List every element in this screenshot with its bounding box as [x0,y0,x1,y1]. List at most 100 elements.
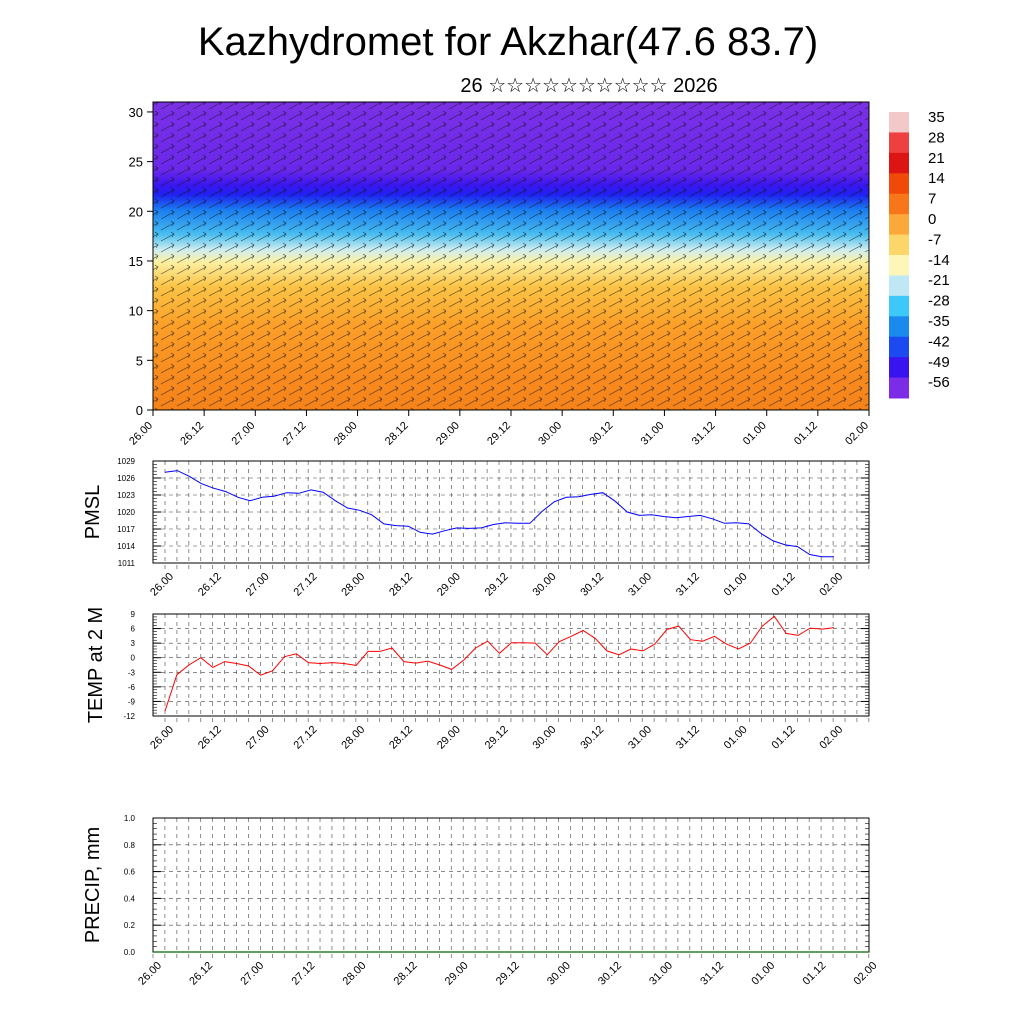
x-tick-label: 30.12 [596,960,624,988]
x-tick-label: 26.12 [196,724,224,752]
x-tick-label: 26.12 [187,960,215,988]
x-tick-label: 27.12 [292,571,320,599]
colorbar-label: -21 [928,272,950,289]
x-tick-label: 27.12 [289,960,317,988]
x-tick-label: 28.12 [387,724,415,752]
x-tick-label: 01.12 [800,960,828,988]
colorbar-swatch [889,336,909,358]
colorbar-swatch [889,316,909,338]
x-tick-label: 28.00 [339,571,367,599]
x-tick-label: 26.00 [136,960,164,988]
pmsl-panel: 1011 1014 1017 1020 1023 1026 1029 26.00 26.12 2… [82,457,870,599]
colorbar-label: -49 [928,354,950,371]
page-title: Kazhydromet for Akzhar(47.6 83.7) [198,20,818,64]
x-tick-label: 28.12 [383,420,411,448]
y-tick-label: 1017 [117,525,135,534]
y-tick-label: 1020 [117,508,135,517]
y-tick-label: 1023 [117,491,135,500]
y-tick-label: 9 [131,610,136,619]
colorbar-swatch [889,234,909,256]
x-tick-label: 02.00 [817,571,845,599]
x-tick-label: 01.12 [770,724,798,752]
y-tick-label: 1011 [118,559,136,568]
colorbar-label: 14 [928,170,945,187]
x-tick-label: 27.12 [281,420,309,448]
colorbar-swatch [889,152,909,174]
wind-barbs [153,102,869,410]
x-tick-label: 29.12 [483,571,511,599]
x-tick-label: 28.12 [392,960,420,988]
x-tick-label: 27.00 [244,724,272,752]
colorbar-label: 28 [928,129,945,146]
x-tick-label: 26.00 [148,724,176,752]
colorbar-label: -28 [928,293,950,310]
colorbar-swatch [889,112,909,133]
x-tick-label: 01.12 [792,420,820,448]
y-tick-label: -6 [128,683,136,692]
x-tick-label: 30.00 [531,724,559,752]
x-tick-label: 30.00 [531,571,559,599]
colorbar-label: -35 [928,313,950,330]
x-tick-label: 31.00 [647,960,675,988]
x-tick-label: 27.00 [244,571,272,599]
colorbar-swatch [889,214,909,236]
temp-axis-label: TEMP at 2 M [85,607,107,723]
colorbar-label: -42 [928,333,950,350]
x-tick-label: 27.00 [229,420,257,448]
precip-axis-label: PRECIP, mm [82,827,104,943]
y-tick-label: 0.2 [124,921,136,930]
colorbar-label: -56 [928,374,950,391]
precip-panel: 0.0 0.2 0.4 0.6 0.8 1.0 26.00 26.12 27.00 27.12 2… [82,814,880,988]
y-tick-label: 0 [131,654,136,663]
x-tick-label: 27.12 [292,724,320,752]
x-tick-label: 28.00 [341,960,369,988]
x-tick-label: 01.12 [770,571,798,599]
y-tick-label: 1.0 [124,814,136,823]
y-tick-label: 0.8 [124,841,136,850]
x-tick-label: 28.00 [332,420,360,448]
x-tick-label: 01.00 [749,960,777,988]
x-tick-label: 30.00 [536,420,564,448]
pmsl-axis-label: PMSL [82,485,104,539]
x-tick-label: 01.00 [722,724,750,752]
x-tick-label: 27.00 [238,960,266,988]
colorbar-label: 7 [928,191,936,208]
x-tick-label: 01.00 [722,571,750,599]
colorbar-swatch [889,193,909,215]
y-tick-label: -12 [123,712,135,721]
x-tick-label: 02.00 [817,724,845,752]
x-tick-label: 31.12 [698,960,726,988]
x-tick-label: 30.00 [545,960,573,988]
x-tick-label: 26.12 [178,420,206,448]
x-tick-label: 30.12 [578,724,606,752]
y-tick-label: 0.4 [124,894,136,903]
y-tick-label: 20 [129,204,143,219]
cross-section-panel: 0 5 10 15 20 25 30 26.00 26.12 27.00 27.12 28.00 28… [127,101,871,448]
x-tick-label: 31.00 [626,724,654,752]
x-tick-label: 31.12 [674,571,702,599]
y-tick-label: -9 [128,697,136,706]
colorbar-label: 35 [928,109,945,126]
x-tick-label: 30.12 [587,420,615,448]
colorbar-swatch [889,357,909,379]
y-tick-label: 1029 [117,457,135,466]
colorbar-label: -7 [928,231,941,248]
y-tick-label: 3 [131,639,136,648]
y-tick-label: 6 [131,625,136,634]
y-tick-label: -3 [128,668,136,677]
x-tick-label: 29.12 [485,420,513,448]
y-tick-label: 10 [129,304,143,319]
colorbar-swatch [889,275,909,297]
x-tick-label: 31.00 [626,571,654,599]
y-tick-label: 25 [129,155,143,170]
colorbar-label: -14 [928,252,950,269]
temp-panel: -12 -9 -6 -3 0 3 6 9 26.00 26.12 27.00 27.12 28.00 2… [85,607,870,752]
colorbar-swatch [889,255,909,276]
x-tick-label: 29.00 [443,960,471,988]
x-tick-label: 29.12 [494,960,522,988]
y-tick-label: 0.0 [124,948,136,957]
colorbar-swatch [889,173,909,195]
x-tick-label: 29.00 [435,724,463,752]
x-tick-label: 02.00 [852,960,880,988]
